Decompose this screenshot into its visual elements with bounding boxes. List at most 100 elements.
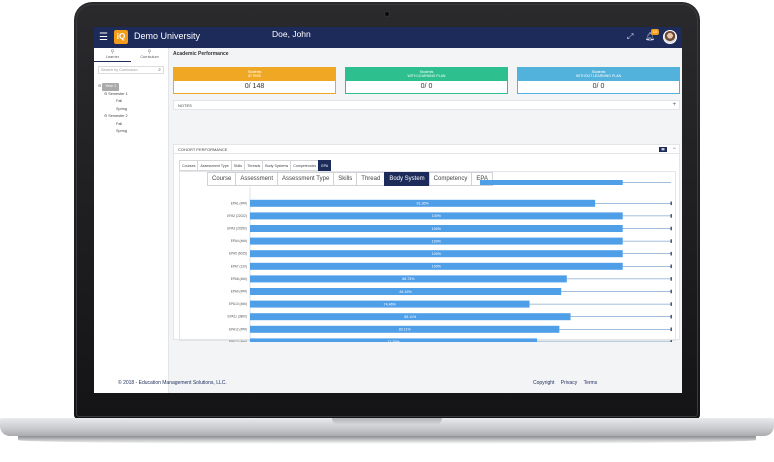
card-header: Students AT RISK [174, 68, 335, 81]
avatar[interactable] [663, 30, 677, 44]
bar-range-cap [670, 277, 672, 281]
card-value: 0/ 148 [244, 83, 265, 90]
bar-value-label: 100% [432, 265, 442, 269]
tab-epa[interactable]: EPA [471, 172, 493, 186]
terms-link[interactable]: Terms [583, 380, 598, 386]
tab-course[interactable]: Course [207, 172, 237, 186]
curriculum-tree: ⊖ Year 1 ⊖ Semester 1 Fall Spring ⊖ Seme… [98, 83, 128, 136]
privacy-link[interactable]: Privacy [560, 380, 578, 386]
bar-range-cap [670, 302, 672, 306]
bar-range-cap [670, 226, 672, 231]
laptop-notch [332, 418, 442, 425]
tree-item-spring[interactable]: Spring [116, 106, 127, 111]
bar [250, 250, 623, 258]
bar [250, 288, 562, 295]
sidebar: ⚲ Learner ⚲ Curriculum Search by Curricu… [94, 48, 169, 393]
tab-learner[interactable]: ⚲ Learner [94, 48, 131, 62]
outer-tabs: Courses Assessment Type Skills Threads B… [179, 160, 332, 171]
cohort-label: COHORT PERFORMANCE [178, 147, 228, 152]
tab-competencies[interactable]: Competencies [290, 160, 320, 171]
notes-panel[interactable]: NOTES + [173, 100, 680, 110]
bar-category-label: EPA3 (20250) [227, 227, 247, 231]
tab-epa[interactable]: EPA [318, 160, 332, 171]
laptop-base [0, 418, 774, 436]
bar [250, 300, 530, 308]
tab-skills[interactable]: Skills [333, 172, 358, 186]
expand-icon[interactable]: ⤢ [627, 32, 634, 41]
bar-value-label: 84.16% [400, 290, 413, 294]
main-content: Academic Performance Students AT RISK 0/… [172, 48, 682, 393]
inner-tabs: Course Assessment Assessment Type Skills… [207, 172, 493, 186]
bar-value-label: 85.11% [404, 315, 417, 319]
bar [250, 237, 623, 245]
menu-icon[interactable]: ☰ [99, 32, 108, 43]
tab-skills[interactable]: Skills [230, 160, 246, 171]
tab-thread[interactable]: Thread [356, 172, 386, 186]
app-logo: iQ [114, 30, 128, 44]
tab-body-systems[interactable]: Body Systems [262, 160, 292, 171]
minus-icon[interactable]: − [672, 146, 676, 152]
card-at-risk[interactable]: Students AT RISK 0/ 148 [173, 67, 336, 94]
epa-chart-panel: Course Assessment Assessment Type Skills… [179, 171, 676, 342]
bar-chart-icon[interactable]: ▮▮ [659, 146, 667, 152]
bar-value-label: 86.73% [402, 277, 415, 281]
card-with-learning-plan[interactable]: Students WITH LEARNING PLAN 0/ 0 [345, 67, 508, 94]
tab-assessment-type[interactable]: Assessment Type [277, 172, 335, 186]
bar-value-label: 100% [432, 214, 442, 218]
bar-category-label: EPA2 (22022) [227, 214, 247, 218]
bar [250, 262, 623, 270]
bar-value-label: 77.29% [387, 340, 400, 342]
top-bar: ☰ iQ Demo University Doe, John ⤢ 🔔︎ 10 [94, 27, 682, 48]
bar-category-label: EPA11 (3800) [227, 315, 247, 319]
plus-icon[interactable]: + [672, 102, 676, 108]
bar [250, 313, 571, 321]
bar-value-label: 100% [432, 227, 442, 231]
tree-item-fall[interactable]: Fall [116, 121, 123, 126]
bar [250, 275, 567, 283]
laptop-bezel [76, 4, 698, 417]
bar-category-label: EPA7 (120) [231, 264, 247, 268]
selected-user-name: Doe, John [272, 29, 311, 39]
tab-curriculum[interactable]: ⚲ Curriculum [131, 48, 168, 62]
tab-threads[interactable]: Threads [244, 160, 264, 171]
bar-range-cap [670, 289, 672, 294]
bar-value-label: 83.11% [399, 328, 412, 332]
tree-item-semester-2[interactable]: ⊖ Semester 2 [104, 114, 128, 118]
card-without-learning-plan[interactable]: Students WITHOUT LEARNING PLAN 0/ 0 [517, 67, 680, 94]
bar [250, 225, 623, 232]
copyright-link[interactable]: Copyright [533, 380, 555, 386]
curriculum-search-input[interactable]: Search by Curriculum ⌕ [98, 66, 164, 74]
tree-item-semester-1[interactable]: ⊖ Semester 1 [104, 91, 128, 96]
person-icon: ⚲ [110, 49, 115, 55]
tab-assessment-type[interactable]: Assessment Type [197, 160, 232, 171]
bar-range-cap [670, 201, 672, 206]
bar-value-label: 74.46% [384, 302, 397, 306]
bar-range-cap [670, 327, 672, 332]
bar-range-cap [670, 239, 672, 243]
bar-value-label: 100% [432, 239, 442, 243]
footer-links: Copyright Privacy Terms [528, 380, 597, 386]
app-title: Demo University [134, 31, 201, 41]
bar-category-label: EPA1 (###) [231, 201, 247, 205]
tree-item-fall[interactable]: Fall [116, 99, 123, 103]
bar-range-cap [670, 251, 672, 256]
page-title: Academic Performance [173, 51, 229, 57]
person-icon: ⚲ [147, 49, 152, 55]
bar-category-label: EPA8 (###) [231, 277, 247, 281]
tree-item-spring[interactable]: Spring [116, 129, 127, 133]
tab-curriculum-label: Curriculum [140, 55, 159, 59]
tab-body-system[interactable]: Body System [384, 172, 430, 186]
cohort-performance-header: COHORT PERFORMANCE ▮▮ − [173, 144, 680, 154]
search-icon[interactable]: ⌕ [158, 67, 161, 73]
bar [250, 212, 623, 220]
bar-category-label: EPA13 (###) [229, 340, 247, 342]
bell-icon[interactable]: 🔔︎ [645, 32, 656, 41]
app-screen: ☰ iQ Demo University Doe, John ⤢ 🔔︎ 10 ⚲… [94, 27, 682, 393]
laptop-shadow [18, 436, 756, 444]
camera-icon [384, 11, 390, 17]
notes-label: NOTES [178, 103, 192, 108]
bar-value-label: 100% [432, 252, 442, 256]
tree-item-root[interactable]: ⊖ Year 1 [98, 83, 128, 91]
tab-courses[interactable]: Courses [179, 160, 199, 171]
